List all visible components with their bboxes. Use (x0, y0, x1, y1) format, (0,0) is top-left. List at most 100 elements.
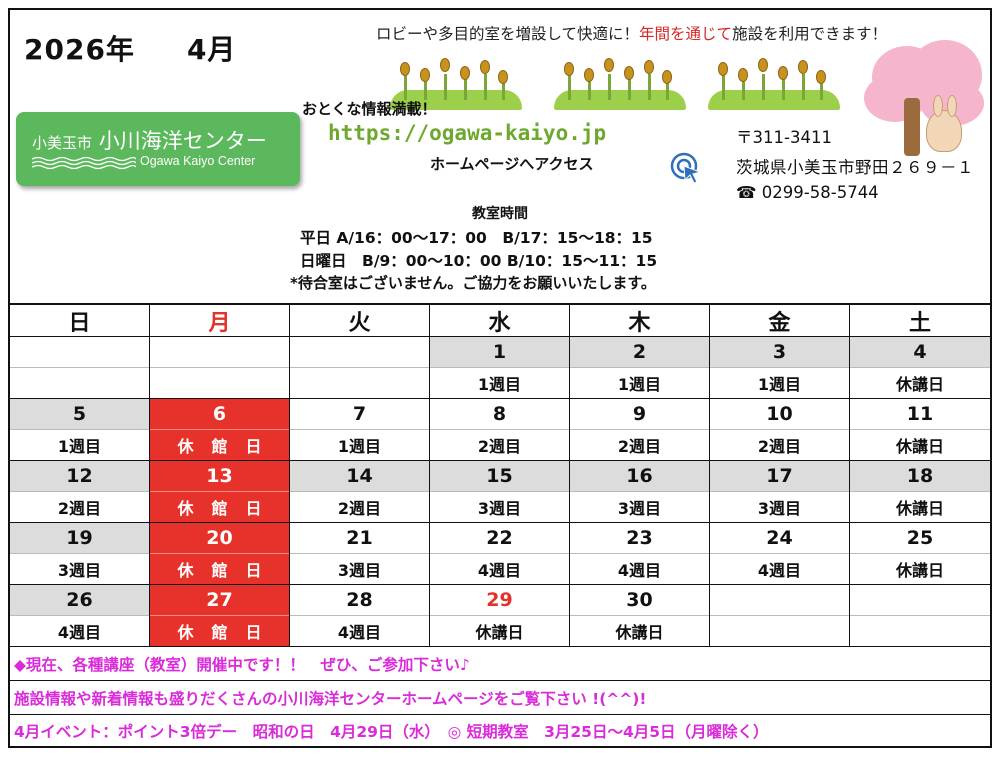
day-number: 28 (290, 585, 429, 616)
day-number: 27 (150, 585, 289, 616)
day-cell: 10 2週目 (710, 399, 850, 460)
day-cell: 17 3週目 (710, 461, 850, 522)
sakura-tree-illustration (864, 40, 986, 158)
day-label: 3週目 (337, 561, 382, 580)
website-link[interactable]: https://ogawa-kaiyo.jp (328, 121, 607, 145)
day-number: 13 (150, 461, 289, 492)
empty-day-cell (290, 337, 430, 398)
day-label: 2週目 (477, 437, 522, 456)
day-label: 3週目 (757, 499, 802, 518)
day-cell: 27 休館日 (150, 585, 290, 646)
closed-day-label: 休館日 (177, 623, 280, 642)
week-row: 1 1週目 2 1週目 3 1週目 4 休講日 (10, 337, 990, 399)
day-cell: 23 4週目 (570, 523, 710, 584)
day-label: 休講日 (895, 437, 944, 456)
week-row: 5 1週目 6 休館日 7 1週目 8 2週目 9 2週目 10 2週目 11 休講日 (10, 399, 990, 461)
day-label: 1週目 (477, 375, 522, 394)
weekday-sat: 土 (908, 310, 931, 336)
day-cell: 4 休講日 (850, 337, 990, 398)
logo-subtitle: Ogawa Kaiyo Center (140, 154, 256, 168)
week-row: 26 4週目 27 休館日 28 4週目 29 休講日 30 休講日 (10, 585, 990, 647)
day-label: 4週目 (477, 561, 522, 580)
day-cell: 5 1週目 (10, 399, 150, 460)
day-cell: 28 4週目 (290, 585, 430, 646)
day-number: 2 (570, 337, 709, 368)
bush-2 (554, 58, 686, 110)
bunny-illustration (926, 95, 962, 152)
day-number: 21 (290, 523, 429, 554)
day-label: 休講日 (475, 623, 524, 642)
day-number (290, 337, 429, 368)
weekday-thu: 木 (570, 305, 710, 336)
day-cell: 3 1週目 (710, 337, 850, 398)
day-number: 19 (10, 523, 149, 554)
day-cell: 14 2週目 (290, 461, 430, 522)
day-number: 29 (430, 585, 569, 616)
weekday-tue: 火 (290, 305, 430, 336)
day-cell: 18 休講日 (850, 461, 990, 522)
day-cell: 20 休館日 (150, 523, 290, 584)
closed-day-label: 休館日 (177, 437, 280, 456)
day-label: 2週目 (757, 437, 802, 456)
deal-title: おとくな情報満載！ (302, 100, 437, 118)
day-number: 8 (430, 399, 569, 430)
day-label: 4週目 (337, 623, 382, 642)
day-number: 23 (570, 523, 709, 554)
day-label: 休講日 (615, 623, 664, 642)
day-label (290, 368, 429, 398)
footer-course-notice: ◆現在、各種講座（教室）開催中です！！ ぜひ、ご参加下さい♪ (10, 647, 990, 681)
day-label: 2週目 (617, 437, 662, 456)
footer-event-notice: 4月イベント：ポイント3倍デー 昭和の日 4月29日（水） ◎ 短期教室 3月2… (14, 722, 769, 741)
day-cell: 21 3週目 (290, 523, 430, 584)
day-number: 9 (570, 399, 709, 430)
day-number (710, 585, 849, 616)
closed-day-label: 休館日 (177, 499, 280, 518)
day-number: 25 (850, 523, 990, 554)
day-number: 30 (570, 585, 709, 616)
day-number: 20 (150, 523, 289, 554)
day-label (10, 368, 149, 398)
year: 2026年 (24, 33, 135, 66)
empty-day-cell (10, 337, 150, 398)
calendar-grid: 日 月 火 水 木 金 土 1 1週目 2 1週目 3 1週目 4 休講日 5 1週目 6 休館日 7 1… (10, 303, 990, 647)
day-cell: 26 4週目 (10, 585, 150, 646)
day-number: 22 (430, 523, 569, 554)
header: 2026年 4月 ロビーや多目的室を増設して快適に！年間を通じて施設を利用できます… (10, 10, 990, 303)
day-cell: 25 休講日 (850, 523, 990, 584)
empty-day-cell (850, 585, 990, 646)
day-number: 3 (710, 337, 849, 368)
day-number (150, 337, 289, 368)
weekday-mon: 月 (150, 305, 290, 336)
logo-name: 小川海洋センター (98, 129, 267, 153)
day-cell: 9 2週目 (570, 399, 710, 460)
day-number: 7 (290, 399, 429, 430)
bush-illustration (390, 58, 850, 110)
day-cell: 29 休講日 (430, 585, 570, 646)
month: 4月 (186, 33, 237, 66)
day-label: 3週目 (57, 561, 102, 580)
day-cell: 2 1週目 (570, 337, 710, 398)
weekday-wed: 水 (430, 305, 570, 336)
year-month-title: 2026年 4月 (24, 28, 236, 68)
day-number: 17 (710, 461, 849, 492)
day-number: 6 (150, 399, 289, 430)
bush-3 (708, 58, 840, 110)
day-label: 3週目 (617, 499, 662, 518)
day-cell: 8 2週目 (430, 399, 570, 460)
day-label: 休講日 (895, 561, 944, 580)
day-cell: 24 4週目 (710, 523, 850, 584)
day-number (850, 585, 990, 616)
day-label: 1週目 (617, 375, 662, 394)
logo-city: 小美玉市 (32, 134, 93, 152)
day-cell: 30 休講日 (570, 585, 710, 646)
weekday-fri: 金 (710, 305, 850, 336)
day-label: 1週目 (57, 437, 102, 456)
day-cell: 1 1週目 (430, 337, 570, 398)
day-cell: 12 2週目 (10, 461, 150, 522)
day-cell: 7 1週目 (290, 399, 430, 460)
day-number: 15 (430, 461, 569, 492)
promo-text: ロビーや多目的室を増設して快適に！年間を通じて施設を利用できます！ (376, 25, 888, 43)
day-number: 10 (710, 399, 849, 430)
empty-day-cell (150, 337, 290, 398)
wave-icon (32, 156, 136, 170)
